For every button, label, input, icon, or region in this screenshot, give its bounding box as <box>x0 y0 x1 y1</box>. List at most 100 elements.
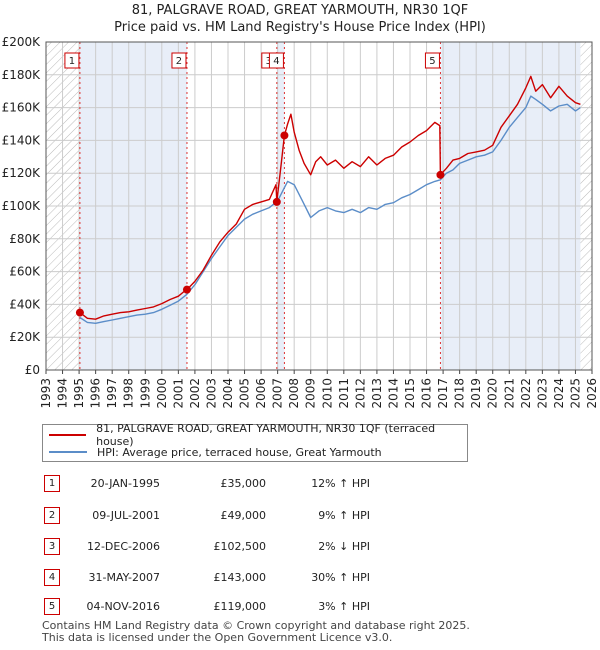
x-tick-label: 2023 <box>535 378 549 409</box>
x-tick-label: 2022 <box>519 378 533 409</box>
x-tick-label: 2017 <box>436 378 450 409</box>
sale-label-box <box>171 52 187 69</box>
sale-row: 4 31-MAY-2007 £143,000 30% ↑ HPI <box>42 569 442 587</box>
legend-item-property: 81, PALGRAVE ROAD, GREAT YARMOUTH, NR30 … <box>49 422 467 448</box>
sale-point <box>272 197 281 206</box>
sale-hpi-change: 12% ↑ HPI <box>311 477 370 490</box>
sale-date: 31-MAY-2007 <box>88 571 160 584</box>
x-tick-label: 2020 <box>486 378 500 409</box>
sale-point <box>436 170 445 179</box>
chart-title: 81, PALGRAVE ROAD, GREAT YARMOUTH, NR30 … <box>0 2 600 36</box>
x-tick-label: 2015 <box>403 378 417 409</box>
sale-row: 3 12-DEC-2006 £102,500 2% ↓ HPI <box>42 538 442 556</box>
x-tick-label: 1993 <box>39 378 53 409</box>
y-tick-label: £180K <box>2 68 42 82</box>
sale-label-box <box>424 52 440 69</box>
copyright-line: Contains HM Land Registry data © Crown c… <box>42 619 470 632</box>
y-tick-label: £140K <box>2 133 42 147</box>
y-tick-label: £120K <box>2 166 42 180</box>
x-tick-label: 1996 <box>89 378 103 409</box>
x-tick-label: 2007 <box>271 378 285 409</box>
subtitle: Price paid vs. HM Land Registry's House … <box>114 20 486 35</box>
y-tick-label: £160K <box>2 101 42 115</box>
sale-hpi-change: 9% ↑ HPI <box>318 509 370 522</box>
x-tick-label: 2005 <box>238 378 252 409</box>
x-tick-label: 2009 <box>304 378 318 409</box>
sale-label-number: 5 <box>429 56 435 67</box>
x-tick-label: 1998 <box>122 378 136 409</box>
legend-label-property: 81, PALGRAVE ROAD, GREAT YARMOUTH, NR30 … <box>96 422 436 448</box>
x-tick-label: 2004 <box>221 378 235 409</box>
x-tick-label: 1997 <box>105 378 119 409</box>
sale-row: 5 04-NOV-2016 £119,000 3% ↑ HPI <box>42 598 442 616</box>
y-tick-label: £100K <box>2 199 42 213</box>
sale-price: £102,500 <box>213 540 267 553</box>
sale-label-number: 2 <box>176 56 182 67</box>
sale-number-badge: 5 <box>44 598 60 615</box>
x-tick-label: 2018 <box>453 378 467 409</box>
legend-label-hpi: HPI: Average price, terraced house, Grea… <box>97 445 382 459</box>
sale-date: 20-JAN-1995 <box>90 477 160 490</box>
sale-hpi-change: 30% ↑ HPI <box>311 571 370 584</box>
sale-hpi-change: 3% ↑ HPI <box>318 600 370 613</box>
sale-row: 1 20-JAN-1995 £35,000 12% ↑ HPI <box>42 475 442 493</box>
sale-label-box <box>268 52 284 69</box>
x-tick-label: 2025 <box>568 378 582 409</box>
sale-price: £49,000 <box>220 509 267 522</box>
x-tick-label: 2013 <box>370 378 384 409</box>
sale-label-number: 4 <box>273 56 279 67</box>
sale-number-badge: 3 <box>44 538 60 555</box>
x-tick-label: 1999 <box>138 378 152 409</box>
legend-swatch-property <box>49 434 87 436</box>
y-tick-label: £0 <box>25 363 40 377</box>
sale-date: 09-JUL-2001 <box>92 509 160 522</box>
plot-frame <box>45 41 593 371</box>
x-tick-label: 2011 <box>337 378 351 409</box>
y-tick-label: £40K <box>9 297 41 311</box>
sale-date: 04-NOV-2016 <box>86 600 160 613</box>
x-tick-label: 1994 <box>56 378 70 409</box>
x-tick-label: 1995 <box>72 378 86 409</box>
sale-label-number: 1 <box>69 56 75 67</box>
x-tick-label: 2016 <box>420 378 434 409</box>
legend: 81, PALGRAVE ROAD, GREAT YARMOUTH, NR30 … <box>42 422 468 462</box>
sale-date: 12-DEC-2006 <box>86 540 160 553</box>
footer: Contains HM Land Registry data © Crown c… <box>42 620 470 644</box>
sale-hpi-change: 2% ↓ HPI <box>318 540 370 553</box>
sale-label-box <box>64 52 80 69</box>
x-tick-label: 2026 <box>585 378 599 409</box>
x-tick-label: 2002 <box>188 378 202 409</box>
licence-line: This data is licensed under the Open Gov… <box>42 631 393 644</box>
sale-price: £35,000 <box>220 477 267 490</box>
sale-row: 2 09-JUL-2001 £49,000 9% ↑ HPI <box>42 507 442 525</box>
hpi-series-line <box>79 95 581 324</box>
sale-number-badge: 4 <box>44 569 60 586</box>
sale-price: £143,000 <box>213 571 267 584</box>
x-tick-label: 2021 <box>502 378 516 409</box>
price-chart: £0 £20K £40K £60K £80K £100K £120K £140K £160K £1… <box>2 35 599 409</box>
x-tick-label: 2000 <box>155 378 169 409</box>
y-tick-label: £80K <box>9 232 41 246</box>
sale-number-badge: 1 <box>44 475 60 492</box>
sale-price: £119,000 <box>213 600 267 613</box>
x-tick-label: 2001 <box>171 378 185 409</box>
x-tick-label: 2008 <box>287 378 301 409</box>
x-tick-label: 2006 <box>254 378 268 409</box>
title: 81, PALGRAVE ROAD, GREAT YARMOUTH, NR30 … <box>131 3 469 18</box>
sale-point <box>182 285 191 294</box>
y-tick-label: £200K <box>2 35 42 49</box>
sale-point <box>280 131 289 140</box>
x-tick-label: 2019 <box>469 378 483 409</box>
x-tick-label: 2024 <box>552 378 566 409</box>
y-tick-label: £60K <box>9 265 41 279</box>
property-series-line <box>79 75 581 320</box>
sale-number-badge: 2 <box>44 507 60 524</box>
y-tick-label: £20K <box>9 330 41 344</box>
legend-swatch-hpi <box>49 451 87 453</box>
legend-item-hpi: HPI: Average price, terraced house, Grea… <box>49 444 382 460</box>
x-tick-label: 2012 <box>353 378 367 409</box>
x-tick-label: 2014 <box>386 378 400 409</box>
x-tick-label: 2003 <box>204 378 218 409</box>
sale-label-number: 3 <box>266 56 272 67</box>
x-tick-label: 2010 <box>320 378 334 409</box>
